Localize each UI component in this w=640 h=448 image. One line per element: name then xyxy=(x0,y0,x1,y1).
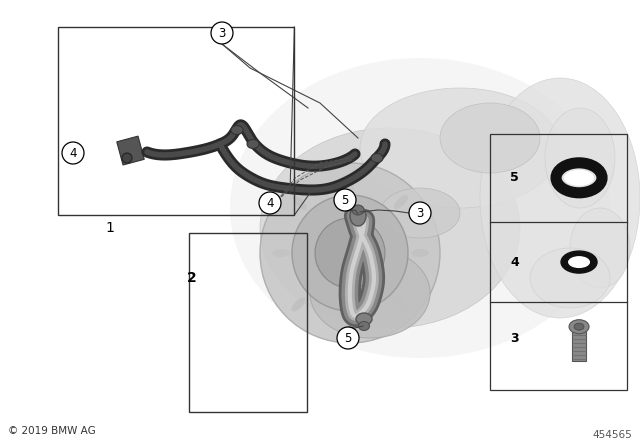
Text: 3: 3 xyxy=(510,332,518,345)
Ellipse shape xyxy=(393,296,407,310)
Text: 5: 5 xyxy=(341,194,349,207)
Ellipse shape xyxy=(247,139,259,148)
Ellipse shape xyxy=(356,313,372,325)
Circle shape xyxy=(409,202,431,224)
Text: 5: 5 xyxy=(510,171,519,184)
Ellipse shape xyxy=(346,314,354,332)
Ellipse shape xyxy=(440,103,540,173)
Ellipse shape xyxy=(411,249,429,257)
Circle shape xyxy=(122,153,132,163)
Circle shape xyxy=(260,163,440,343)
Text: 2: 2 xyxy=(187,271,197,285)
Text: © 2019 BMW AG: © 2019 BMW AG xyxy=(8,426,96,436)
Bar xyxy=(490,134,627,390)
Ellipse shape xyxy=(231,125,243,134)
Ellipse shape xyxy=(352,205,364,215)
Ellipse shape xyxy=(230,58,610,358)
Text: 4: 4 xyxy=(69,146,77,159)
Ellipse shape xyxy=(360,88,560,208)
Ellipse shape xyxy=(380,188,460,238)
Ellipse shape xyxy=(568,256,590,268)
Text: 1: 1 xyxy=(106,221,115,235)
Text: 3: 3 xyxy=(218,26,226,39)
Ellipse shape xyxy=(346,176,354,194)
Bar xyxy=(189,233,307,412)
Circle shape xyxy=(334,189,356,211)
Text: 3: 3 xyxy=(416,207,424,220)
Circle shape xyxy=(292,195,408,311)
Circle shape xyxy=(211,22,233,44)
Ellipse shape xyxy=(371,154,383,163)
Circle shape xyxy=(337,327,359,349)
Bar xyxy=(58,27,294,215)
Circle shape xyxy=(259,192,281,214)
Ellipse shape xyxy=(530,248,610,308)
Text: 454565: 454565 xyxy=(592,430,632,440)
Text: 5: 5 xyxy=(344,332,352,345)
Ellipse shape xyxy=(480,78,640,318)
Ellipse shape xyxy=(260,128,520,328)
Bar xyxy=(116,136,144,165)
Ellipse shape xyxy=(291,297,305,311)
Ellipse shape xyxy=(545,108,615,208)
Ellipse shape xyxy=(570,208,630,288)
Ellipse shape xyxy=(310,248,430,338)
Ellipse shape xyxy=(272,249,290,257)
Ellipse shape xyxy=(350,206,366,226)
Ellipse shape xyxy=(564,170,594,186)
Ellipse shape xyxy=(574,323,584,330)
Circle shape xyxy=(62,142,84,164)
Ellipse shape xyxy=(293,196,307,210)
Ellipse shape xyxy=(394,195,408,209)
Ellipse shape xyxy=(561,251,597,273)
Circle shape xyxy=(315,218,385,288)
Ellipse shape xyxy=(358,322,369,331)
Text: 4: 4 xyxy=(510,255,519,269)
Ellipse shape xyxy=(569,320,589,334)
Text: 4: 4 xyxy=(266,197,274,210)
Bar xyxy=(572,331,586,361)
